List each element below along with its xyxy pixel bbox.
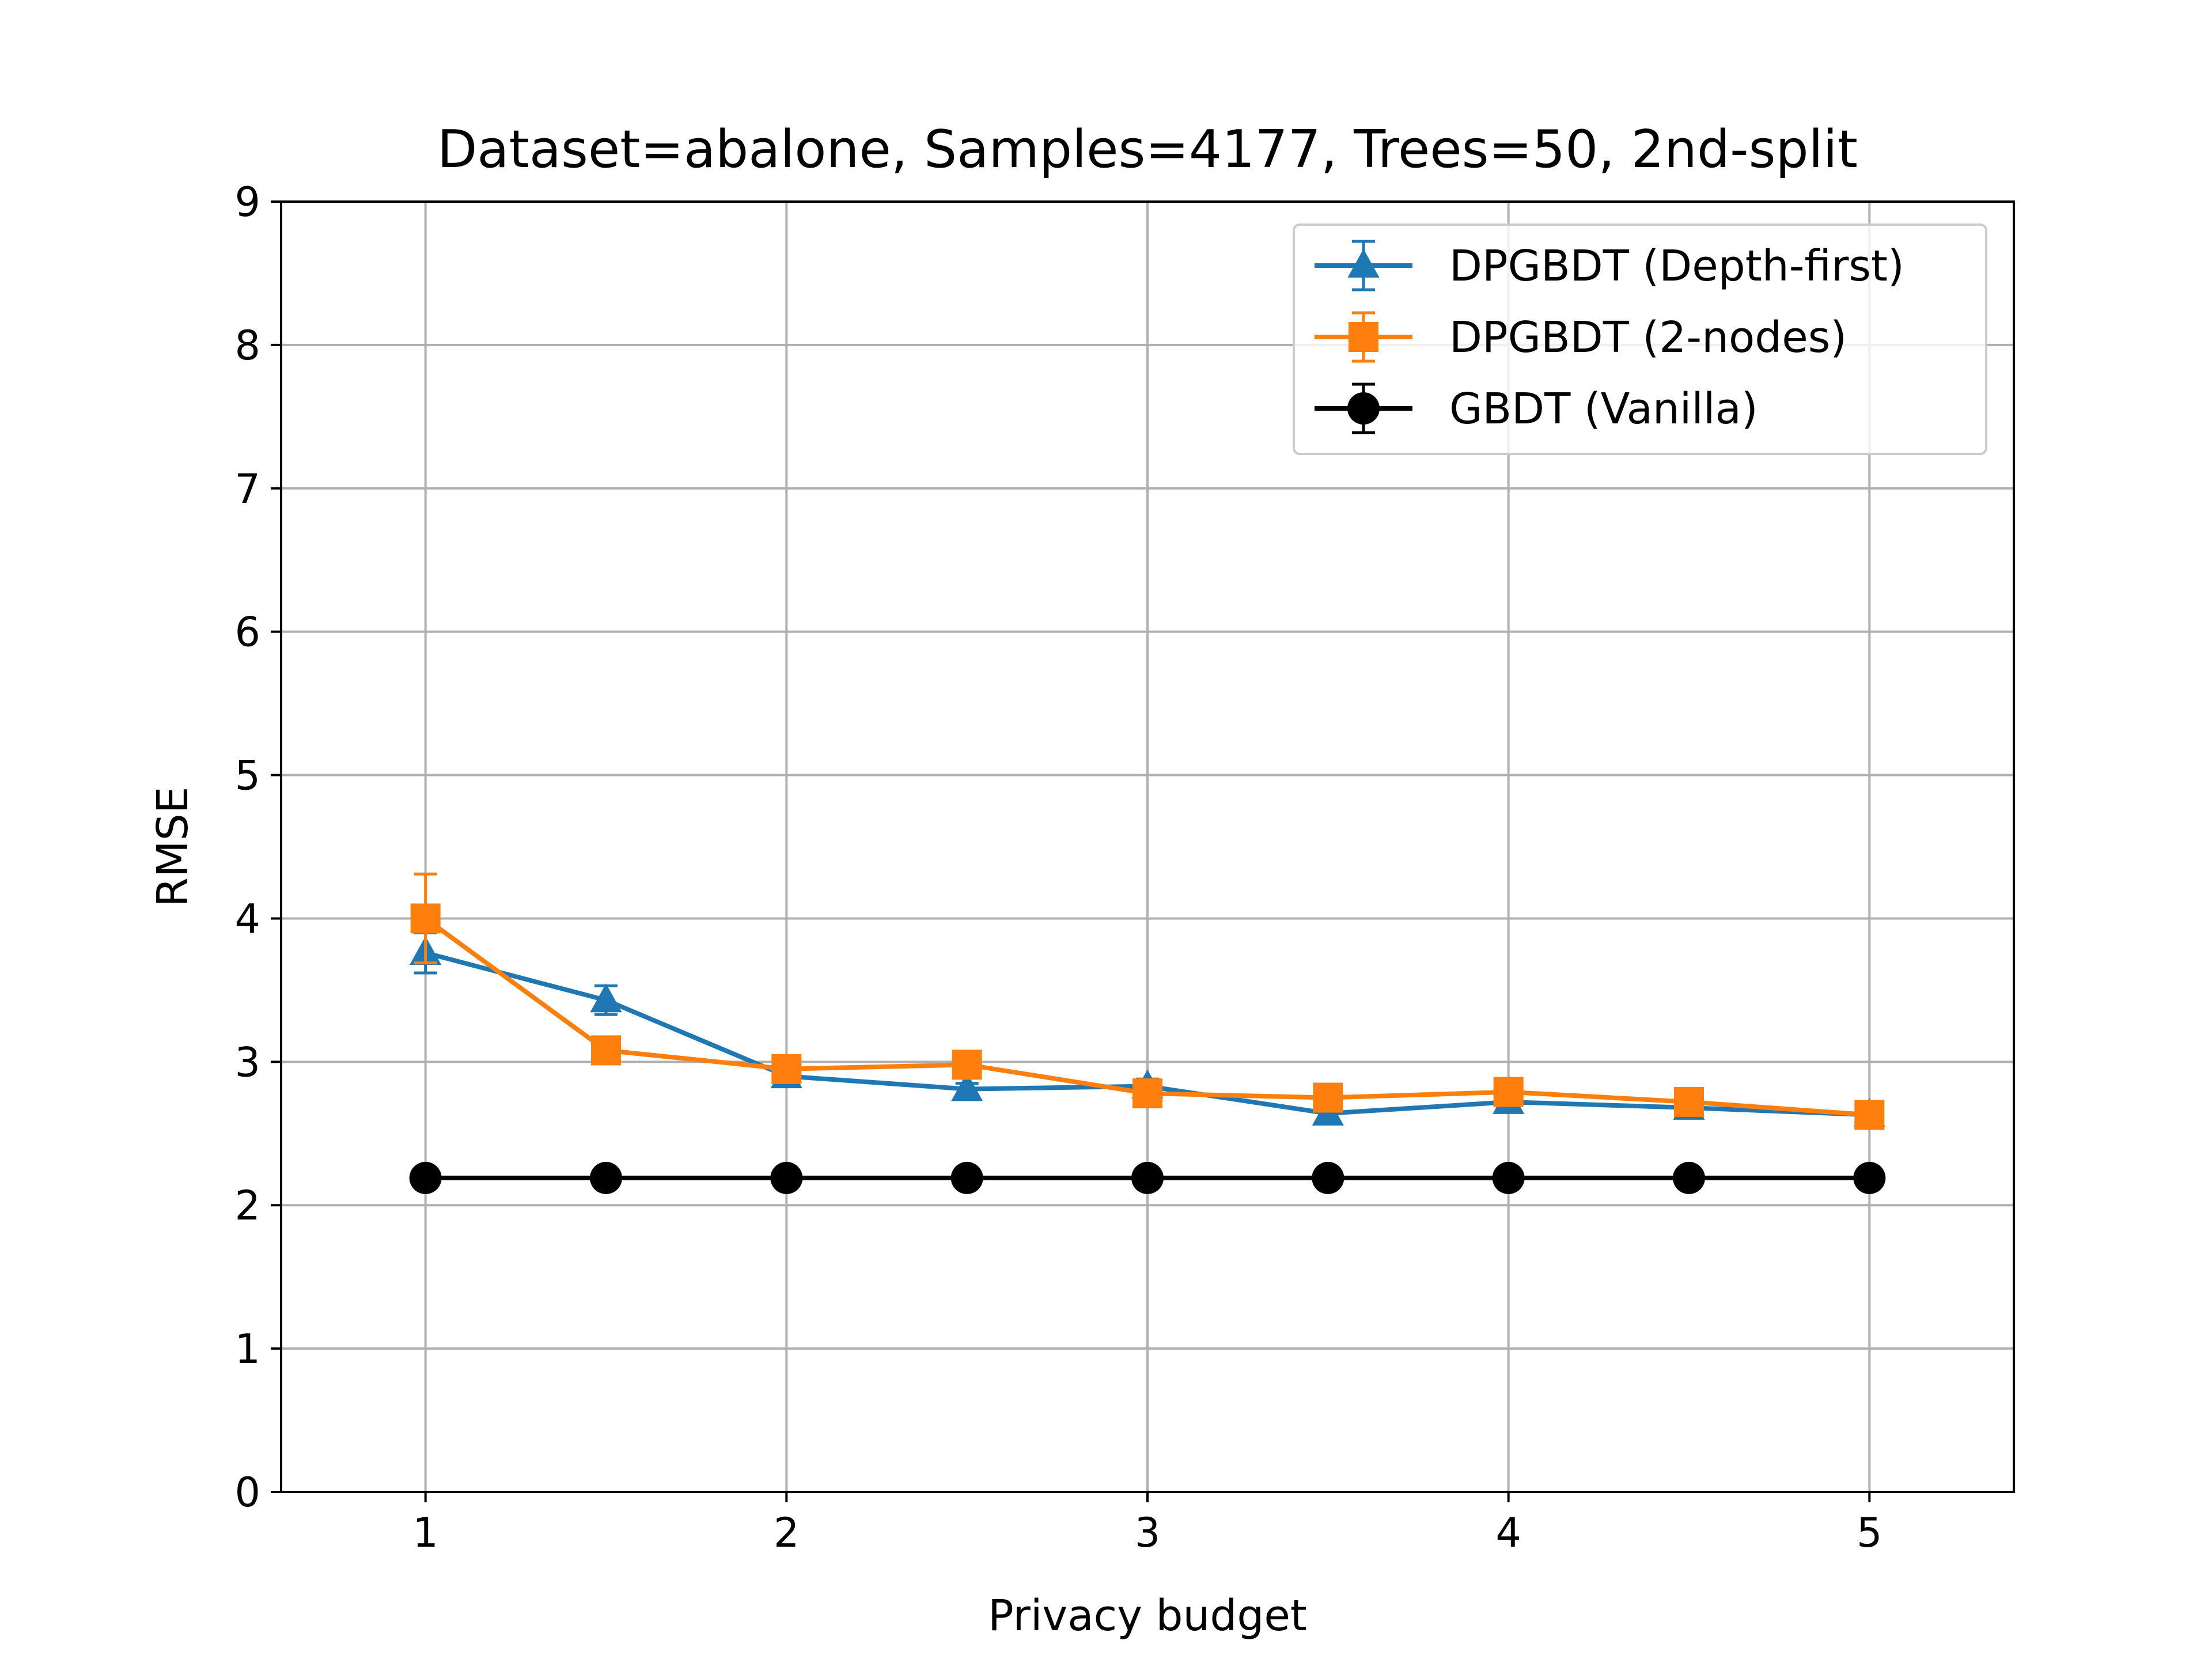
x-tick-label: 2 — [774, 1509, 800, 1556]
series-2 — [410, 872, 1885, 1130]
legend-marker — [1349, 322, 1378, 352]
data-point — [1492, 1161, 1525, 1194]
x-tick-label: 5 — [1857, 1509, 1883, 1556]
data-point — [1493, 1077, 1524, 1107]
x-tick-label: 1 — [412, 1509, 438, 1556]
chart-title: Dataset=abalone, Samples=4177, Trees=50,… — [437, 119, 1858, 180]
series-layer — [409, 872, 1886, 1194]
series-3 — [409, 1161, 1886, 1194]
data-point — [771, 1054, 802, 1084]
data-point — [590, 1161, 622, 1194]
y-tick-label: 9 — [234, 179, 260, 226]
data-point — [1674, 1087, 1704, 1118]
data-point — [591, 1035, 621, 1066]
data-point — [1854, 1100, 1885, 1130]
y-tick-label: 2 — [234, 1182, 260, 1229]
x-axis-label: Privacy budget — [988, 1591, 1307, 1641]
y-tick-label: 7 — [234, 465, 260, 513]
legend-label: DPGBDT (Depth-first) — [1449, 241, 1904, 291]
legend-label: GBDT (Vanilla) — [1449, 384, 1758, 434]
data-point — [1853, 1161, 1886, 1194]
legend-frame — [1293, 224, 1987, 455]
data-point — [770, 1161, 803, 1194]
y-tick-label: 5 — [234, 752, 260, 800]
data-point — [590, 983, 622, 1013]
data-point — [1312, 1161, 1344, 1194]
legend-marker — [1347, 249, 1380, 278]
y-tick-label: 3 — [234, 1039, 260, 1086]
data-point — [1131, 1161, 1164, 1194]
y-tick-label: 4 — [234, 895, 260, 942]
y-axis-label: RMSE — [148, 787, 198, 907]
data-point — [952, 1050, 982, 1080]
legend-label: DPGBDT (2-nodes) — [1449, 313, 1847, 362]
data-point — [1673, 1161, 1705, 1194]
data-point — [1313, 1082, 1343, 1113]
data-point — [951, 1072, 983, 1101]
x-tick-label: 3 — [1135, 1509, 1161, 1556]
data-point — [1132, 1078, 1162, 1109]
ticks: 1 2 3 4 5 0 1 2 3 4 5 6 7 8 9 — [234, 179, 1882, 1556]
legend: DPGBDT (Depth-first) DPGBDT (2-nodes) GBDT… — [1293, 224, 1987, 455]
y-tick-label: 8 — [234, 322, 260, 369]
legend-marker — [1347, 392, 1380, 425]
y-tick-label: 6 — [234, 609, 260, 656]
y-tick-label: 0 — [234, 1469, 260, 1516]
data-point — [950, 1161, 983, 1194]
y-tick-label: 1 — [234, 1325, 260, 1373]
data-point — [409, 1161, 442, 1194]
x-tick-label: 4 — [1495, 1509, 1521, 1556]
data-point — [410, 903, 441, 934]
